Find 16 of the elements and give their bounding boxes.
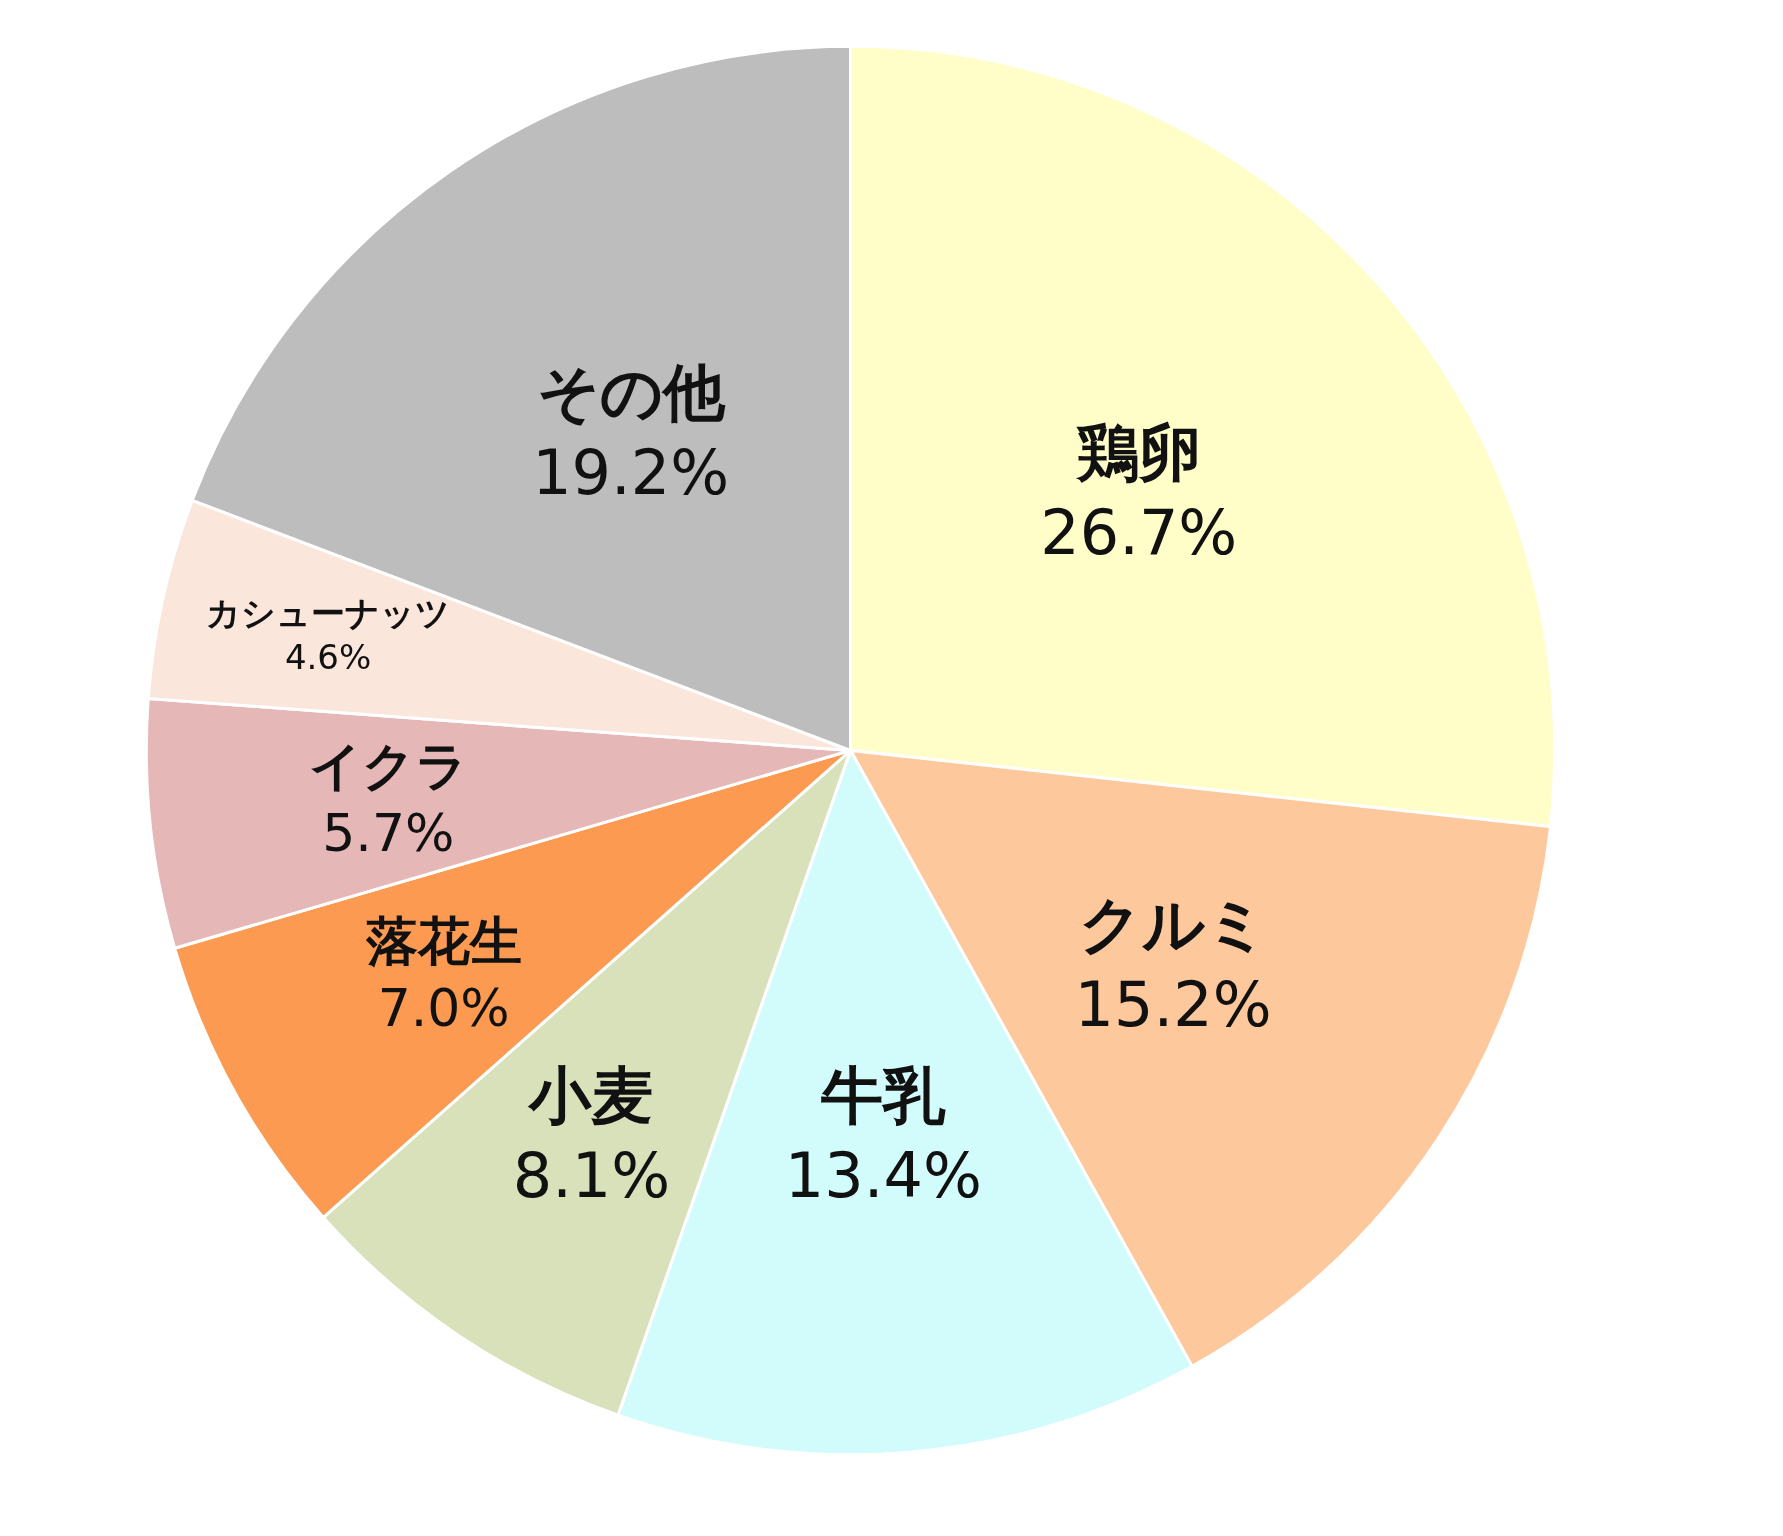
data-label: 5.7% — [322, 802, 455, 863]
data-label: 19.2% — [532, 435, 730, 509]
slice-label: 牛乳 — [821, 1059, 947, 1133]
data-label: 15.2% — [1074, 967, 1272, 1041]
slice-label: カシューナッツ — [206, 592, 451, 633]
data-label: 4.6% — [284, 636, 372, 677]
slice-label: 落花生 — [364, 911, 522, 972]
slice-label: イクラ — [308, 735, 468, 796]
data-label: 8.1% — [512, 1139, 671, 1213]
slice-label: 小麦 — [527, 1059, 654, 1133]
slice-label: その他 — [536, 355, 726, 429]
slice-label: クルミ — [1078, 887, 1268, 961]
data-label: 26.7% — [1040, 495, 1238, 569]
slice-label: 鶏卵 — [1074, 415, 1201, 489]
data-label: 7.0% — [377, 978, 510, 1039]
data-label: 13.4% — [784, 1139, 982, 1213]
